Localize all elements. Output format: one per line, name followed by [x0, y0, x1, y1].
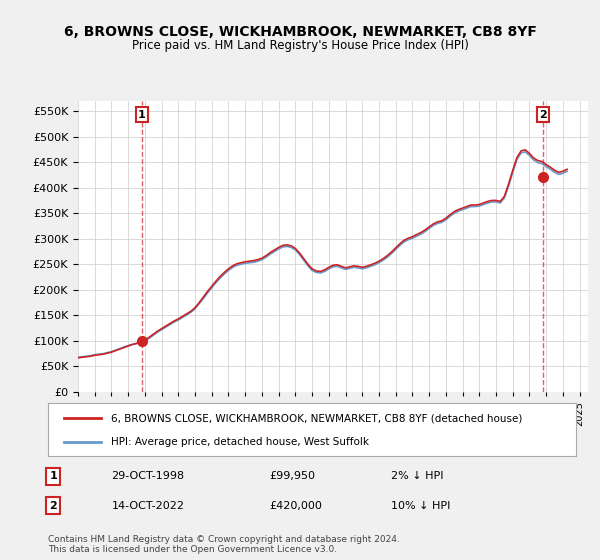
Text: 6, BROWNS CLOSE, WICKHAMBROOK, NEWMARKET, CB8 8YF (detached house): 6, BROWNS CLOSE, WICKHAMBROOK, NEWMARKET… [112, 413, 523, 423]
Text: 2% ↓ HPI: 2% ↓ HPI [391, 471, 444, 481]
Text: Price paid vs. HM Land Registry's House Price Index (HPI): Price paid vs. HM Land Registry's House … [131, 39, 469, 52]
Text: 14-OCT-2022: 14-OCT-2022 [112, 501, 184, 511]
Text: HPI: Average price, detached house, West Suffolk: HPI: Average price, detached house, West… [112, 436, 370, 446]
Text: 6, BROWNS CLOSE, WICKHAMBROOK, NEWMARKET, CB8 8YF: 6, BROWNS CLOSE, WICKHAMBROOK, NEWMARKET… [64, 25, 536, 39]
Text: 2: 2 [49, 501, 57, 511]
Text: 10% ↓ HPI: 10% ↓ HPI [391, 501, 451, 511]
Text: 1: 1 [138, 110, 146, 119]
Text: £420,000: £420,000 [270, 501, 323, 511]
Text: 29-OCT-1998: 29-OCT-1998 [112, 471, 184, 481]
Text: £99,950: £99,950 [270, 471, 316, 481]
Text: Contains HM Land Registry data © Crown copyright and database right 2024.
This d: Contains HM Land Registry data © Crown c… [48, 535, 400, 554]
Text: 2: 2 [539, 110, 547, 119]
Text: 1: 1 [49, 471, 57, 481]
